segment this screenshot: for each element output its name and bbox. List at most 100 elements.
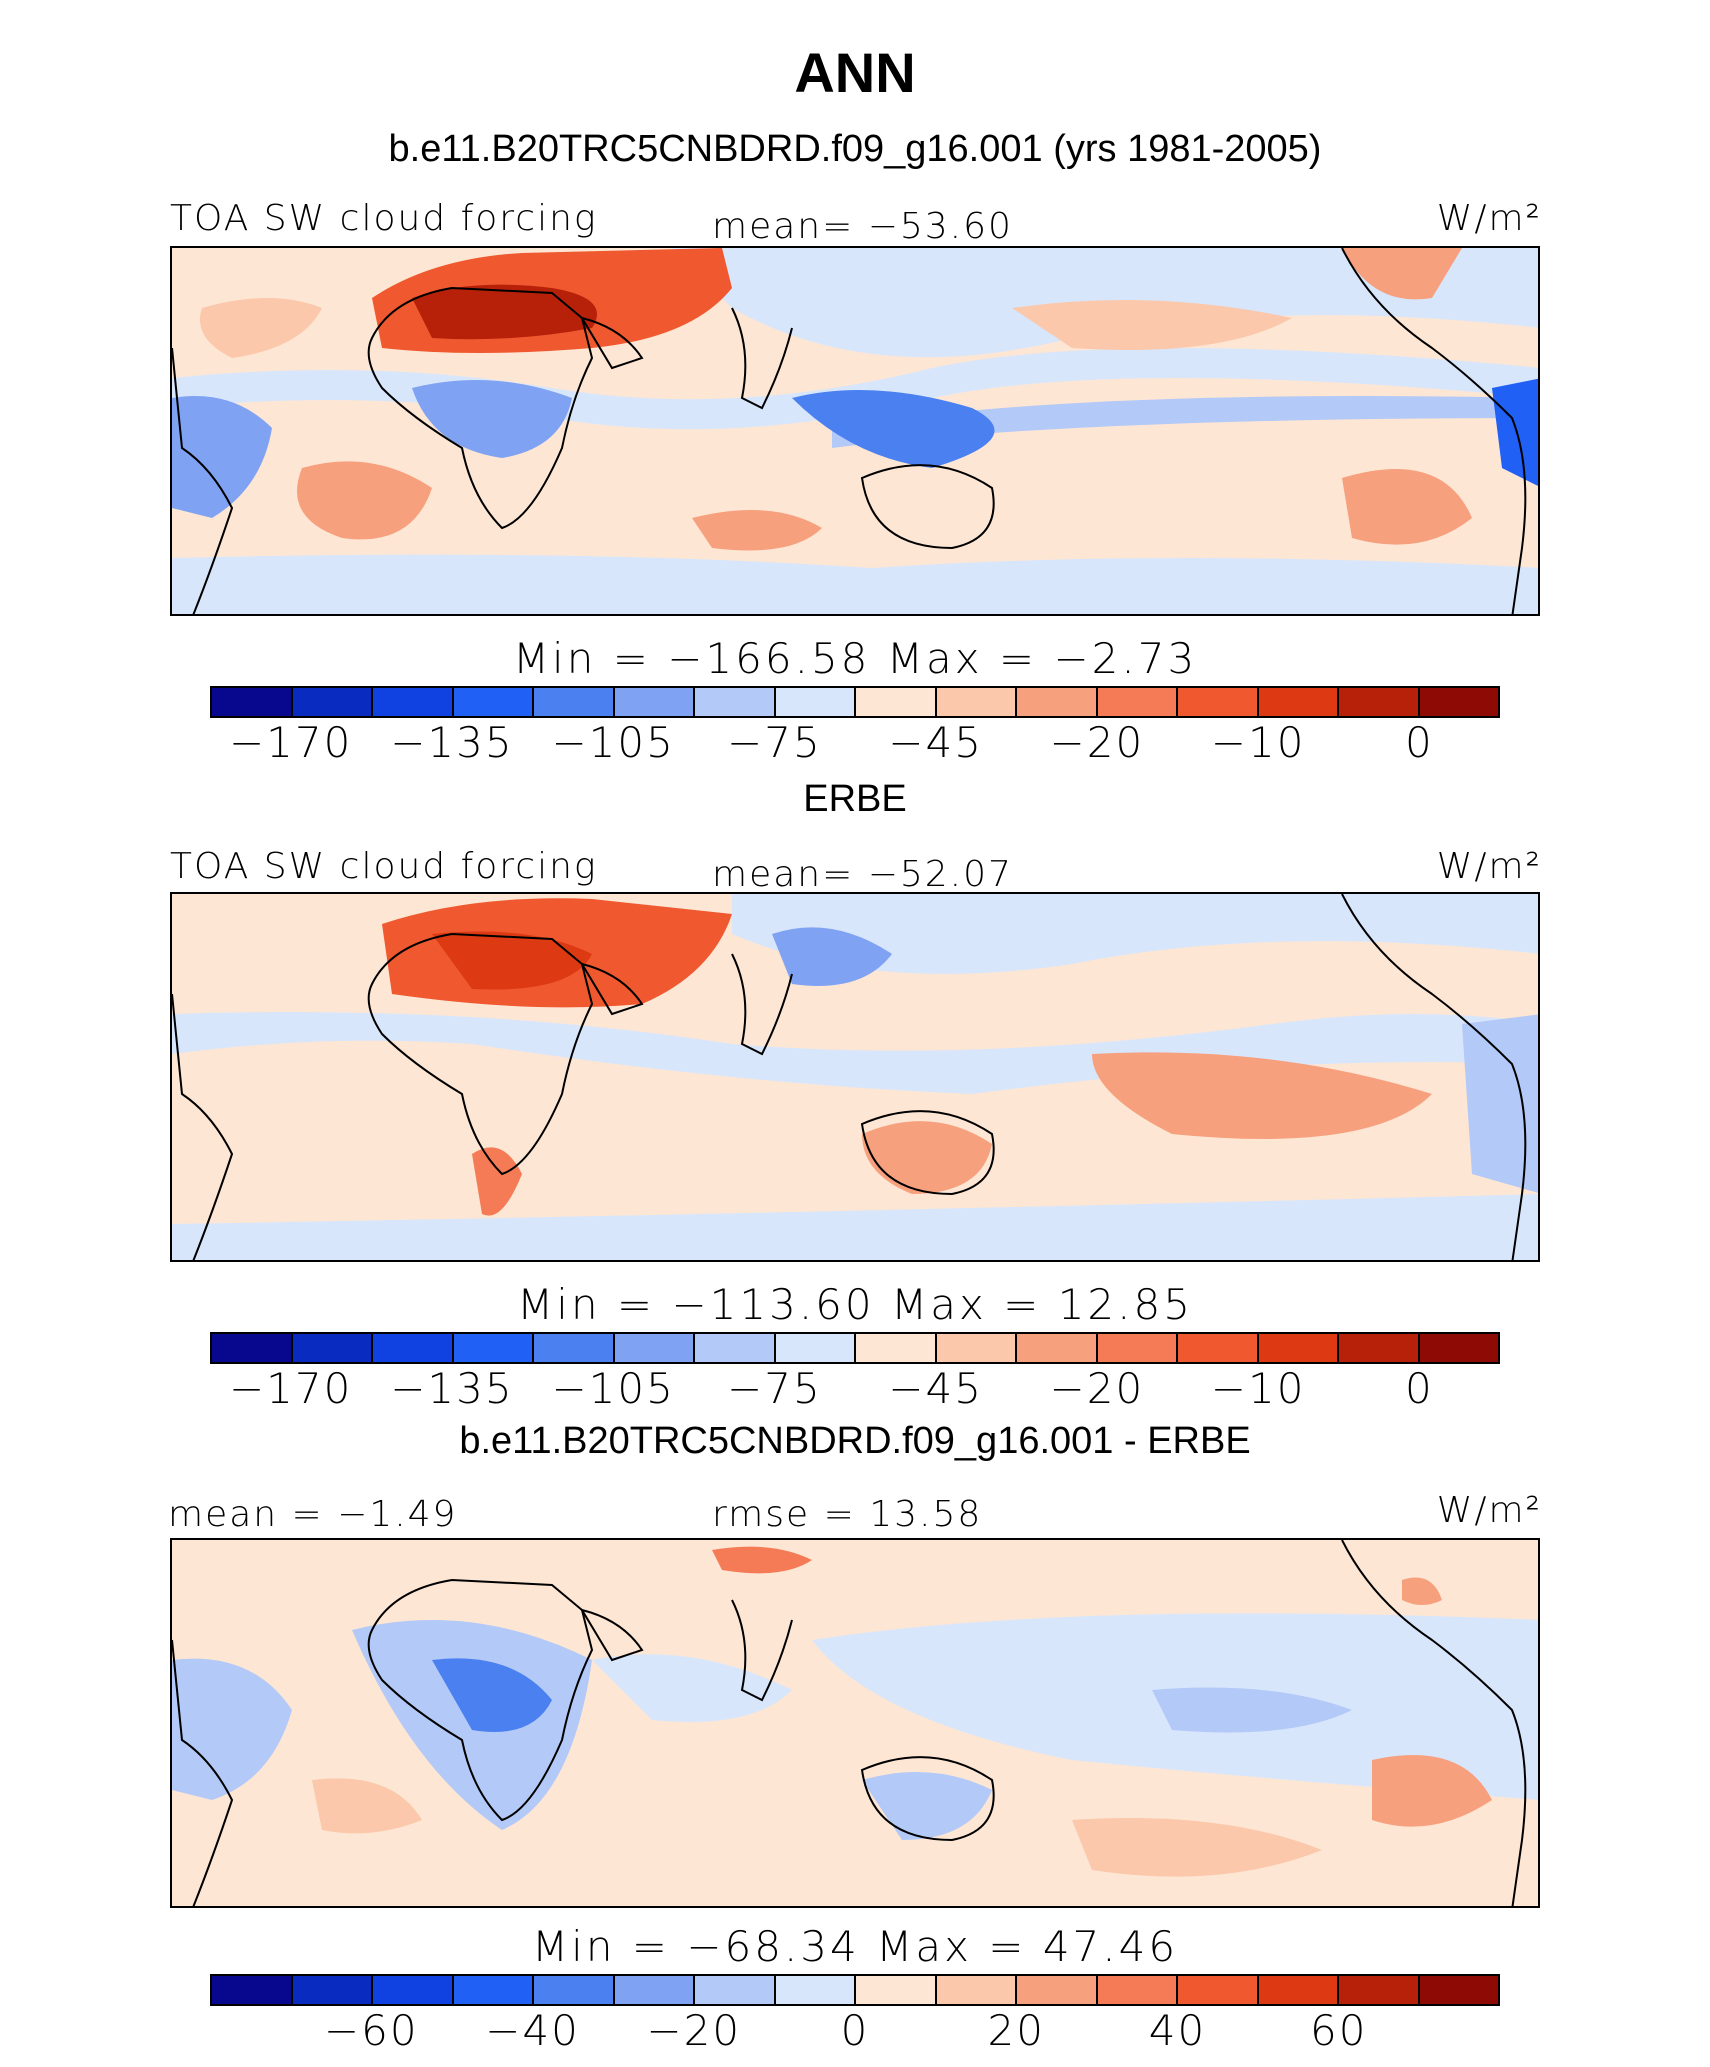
colorbar-swatch — [1097, 1334, 1178, 1362]
map-region — [1342, 248, 1462, 300]
colorbar-swatch — [1178, 1976, 1259, 2004]
colorbar-swatch — [1258, 1334, 1339, 1362]
map-region — [472, 1147, 522, 1216]
colorbar-tick-label: −10 — [1210, 1364, 1306, 1413]
colorbar-swatch — [856, 1976, 937, 2004]
panel-1-minmax: Min = −166.58 Max = −2.73 — [512, 634, 1198, 683]
colorbar-tick-label: −135 — [390, 718, 514, 767]
colorbar-swatch — [453, 1334, 534, 1362]
map-region — [312, 1778, 422, 1834]
colorbar-tick-label: −40 — [485, 2006, 580, 2055]
colorbar-swatch — [614, 1976, 695, 2004]
panel-1-mean-label: mean= −53.60 — [712, 206, 1013, 247]
colorbar-swatch — [936, 1334, 1017, 1362]
colorbar-tick-label: −170 — [228, 1364, 353, 1413]
map-region — [1342, 469, 1472, 545]
map-region — [172, 396, 272, 518]
panel-1-map — [170, 246, 1540, 616]
colorbar-tick-label: 60 — [1310, 2006, 1368, 2055]
colorbar-tick-label: 40 — [1148, 2006, 1207, 2055]
colorbar-swatch — [1419, 1334, 1498, 1362]
colorbar-swatch — [775, 1976, 856, 2004]
map-region — [1372, 1755, 1492, 1827]
map-region — [1402, 1577, 1442, 1605]
panel-3-map — [170, 1538, 1540, 1908]
colorbar-swatch — [373, 1334, 454, 1362]
panel-2-colorbar-ticks: −170 −135 −105 −75 −45 −20 −10 0 — [210, 1364, 1500, 1414]
colorbar-swatch — [1017, 1334, 1098, 1362]
map-region — [200, 298, 322, 358]
panel-2-minmax: Min = −113.60 Max = 12.85 — [517, 1280, 1193, 1329]
colorbar-tick-label: −75 — [727, 1364, 822, 1413]
colorbar-tick-label: −75 — [727, 718, 822, 767]
map-band — [172, 1194, 1538, 1260]
map-region — [432, 931, 592, 990]
panel-3-colorbar — [210, 1974, 1500, 2006]
colorbar-swatch — [453, 688, 534, 716]
coastlines — [172, 1540, 1527, 1906]
map-region — [592, 1654, 792, 1722]
panel-3-map-svg — [172, 1540, 1538, 1906]
colorbar-swatch — [1419, 688, 1498, 716]
colorbar-tick-label: −45 — [888, 718, 983, 767]
map-region — [712, 1546, 812, 1574]
map-region — [1462, 1014, 1538, 1193]
colorbar-tick-label: −45 — [888, 1364, 983, 1413]
colorbar-swatch — [936, 1976, 1017, 2004]
colorbar-tick-label: −60 — [323, 2006, 419, 2055]
colorbar-swatch — [534, 1334, 615, 1362]
colorbar-swatch — [373, 1976, 454, 2004]
colorbar-swatch — [1017, 1976, 1098, 2004]
colorbar-swatch — [614, 688, 695, 716]
colorbar-tick-label: 0 — [1405, 718, 1434, 767]
colorbar-tick-label: −10 — [1210, 718, 1306, 767]
panel-3-colorbar-ticks: −60 −40 −20 0 20 40 60 — [210, 2006, 1500, 2056]
colorbar-swatch — [373, 688, 454, 716]
figure-title: ANN — [794, 41, 916, 104]
colorbar-swatch — [695, 1334, 776, 1362]
colorbar-swatch — [534, 1976, 615, 2004]
panel-1-units-label: W/m² — [1436, 198, 1542, 239]
map-region — [432, 1658, 552, 1732]
map-band — [172, 1012, 1538, 1094]
panel-3-mean-label: mean = −1.49 — [168, 1494, 458, 1535]
colorbar-swatch — [1258, 688, 1339, 716]
panel-1-title: b.e11.B20TRC5CNBDRD.f09_g16.001 (yrs 198… — [388, 128, 1322, 170]
panel-3-minmax: Min = −68.34 Max = 47.46 — [531, 1922, 1179, 1971]
map-band — [732, 894, 1538, 974]
panel-1-map-svg — [172, 248, 1538, 614]
panel-2-mean-label: mean= −52.07 — [712, 854, 1013, 895]
colorbar-swatch — [1097, 688, 1178, 716]
map-region — [862, 1121, 992, 1194]
map-region — [172, 1658, 292, 1800]
panel-3-rmse-label: rmse = 13.58 — [712, 1494, 983, 1535]
panel-3-units-label: W/m² — [1436, 1490, 1542, 1531]
map-region — [412, 380, 572, 458]
coastlines — [172, 894, 1527, 1260]
panel-2-title: ERBE — [803, 778, 907, 820]
colorbar-swatch — [1178, 1334, 1259, 1362]
panel-2-colorbar — [210, 1332, 1500, 1364]
colorbar-swatch — [775, 1334, 856, 1362]
panel-2-map — [170, 892, 1540, 1262]
map-region — [412, 284, 597, 340]
panel-2-units-label: W/m² — [1436, 846, 1542, 887]
colorbar-swatch — [292, 688, 373, 716]
map-region — [1072, 1818, 1322, 1877]
map-region — [1012, 300, 1292, 350]
colorbar-tick-label: −20 — [646, 2006, 742, 2055]
map-region — [862, 1772, 992, 1840]
colorbar-tick-label: 20 — [987, 2006, 1045, 2055]
colorbar-swatch — [695, 1976, 776, 2004]
colorbar-swatch — [1097, 1976, 1178, 2004]
colorbar-tick-label: −135 — [390, 1364, 514, 1413]
map-region — [297, 461, 432, 540]
colorbar-tick-label: −170 — [228, 718, 353, 767]
panel-2-map-svg — [172, 894, 1538, 1260]
map-band — [832, 396, 1538, 448]
colorbar-swatch — [212, 1334, 293, 1362]
map-band — [172, 554, 1538, 614]
panel-1-colorbar-ticks: −170 −135 −105 −75 −45 −20 −10 0 — [210, 718, 1500, 768]
colorbar-swatch — [212, 688, 293, 716]
map-region — [772, 927, 892, 986]
